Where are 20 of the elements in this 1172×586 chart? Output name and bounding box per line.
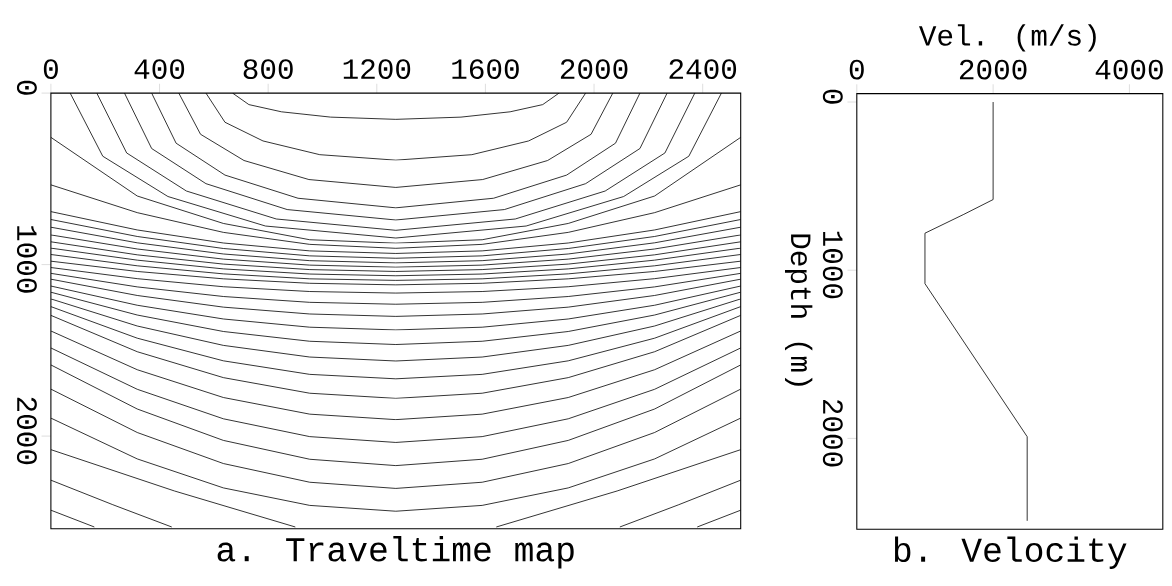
- y-tick-label: 2000: [822, 399, 843, 467]
- x-tick-label: 2000: [560, 59, 628, 80]
- x-tick-label: 2000: [959, 59, 1027, 80]
- y-tick-label: 0: [822, 89, 843, 104]
- x-axis-title: Vel. (m/s): [919, 24, 1096, 52]
- y-axis-title: Depth (m): [784, 234, 813, 386]
- y-tick-label: 0: [16, 80, 37, 95]
- x-tick-label: 800: [243, 59, 293, 80]
- x-tick-label: 0: [43, 59, 58, 80]
- x-tick-label: 2400: [669, 59, 737, 80]
- y-tick-label: 1000: [16, 226, 37, 293]
- x-tick-label: 0: [849, 59, 864, 80]
- x-tick-label: 4000: [1095, 59, 1163, 80]
- y-tick-label: 1000: [822, 231, 843, 299]
- text: b. Velocity: [894, 536, 1127, 569]
- x-tick-label: 1600: [452, 59, 519, 80]
- x-tick-label: 400: [134, 59, 185, 80]
- y-tick-label: 2000: [16, 397, 37, 465]
- text: a. Traveltime map: [217, 536, 574, 569]
- x-tick-label: 1200: [343, 59, 411, 80]
